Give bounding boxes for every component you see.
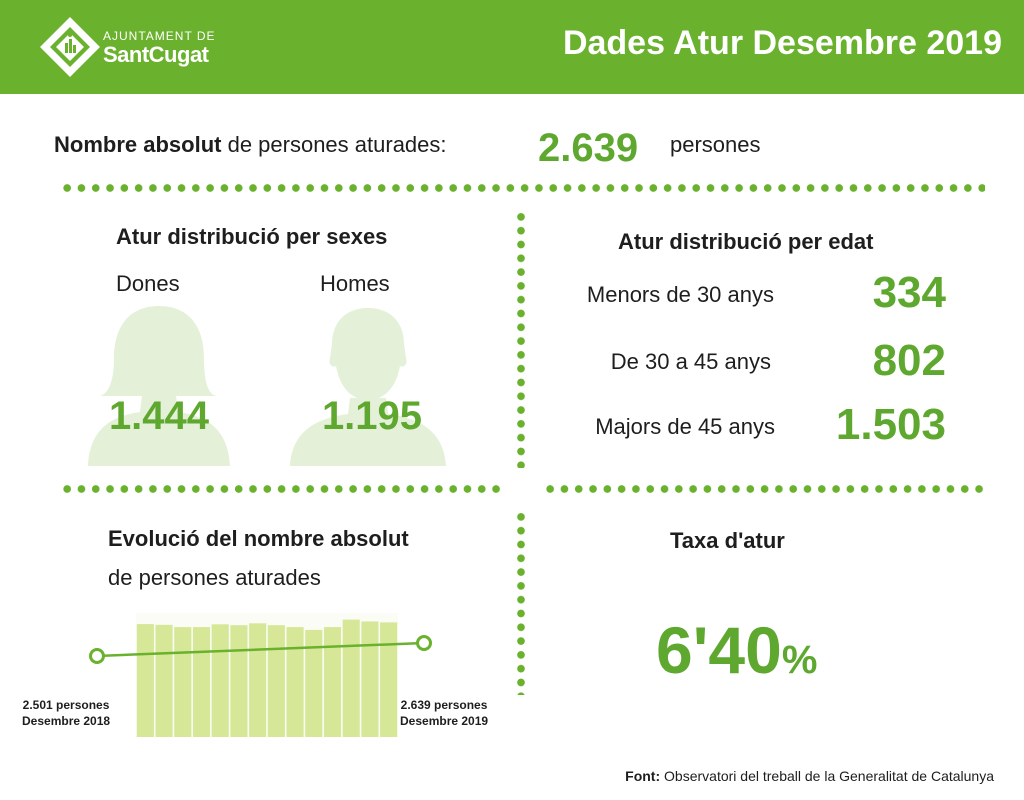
age-value-over45: 1.503 [835, 400, 946, 449]
chart-bar [211, 624, 229, 737]
divider-vertical-lower [516, 510, 526, 695]
sexes-title: Atur distribució per sexes [116, 224, 388, 249]
chart-end-date: Desembre 2019 [400, 714, 489, 728]
chart-bar [380, 622, 398, 737]
man-silhouette-icon [290, 308, 446, 466]
age-label-30to45: De 30 a 45 anys [610, 349, 771, 374]
chart-bar [305, 629, 323, 737]
chart-bar [230, 625, 248, 737]
age-value-30to45: 802 [872, 336, 946, 385]
chart-trend-line [96, 641, 425, 658]
chart-start-label: 2.501 persones Desembre 2018 [22, 697, 110, 729]
chart-bar [342, 619, 360, 737]
chart-start-point [89, 648, 105, 664]
age-label-under30: Menors de 30 anys [586, 282, 774, 307]
header-banner: AJUNTAMENT DE SantCugat Dades Atur Desem… [0, 0, 1024, 94]
logo-text-main: SantCugat [103, 42, 209, 67]
woman-silhouette-icon [88, 306, 230, 466]
age-value-under30: 334 [872, 268, 946, 317]
rate-title: Taxa d'atur [670, 528, 785, 553]
divider-top [60, 183, 985, 193]
chart-bar [361, 621, 379, 737]
page-title: Dades Atur Desembre 2019 [562, 24, 1002, 62]
age-label-over45: Majors de 45 anys [595, 414, 775, 439]
chart-bar [249, 623, 267, 737]
source-note: Font: Observatori del treball de la Gene… [625, 768, 994, 784]
rate-unit: % [781, 638, 818, 682]
absolute-label-rest: de persones aturades: [221, 132, 447, 157]
men-value: 1.195 [321, 394, 423, 438]
chart-bar [155, 624, 173, 737]
chart-bar [286, 627, 304, 737]
chart-start-value: 2.501 persones [22, 698, 110, 712]
chart-bar [267, 625, 285, 737]
absolute-label-bold: Nombre absolut [54, 132, 222, 157]
logo-text-top: AJUNTAMENT DE [103, 29, 216, 43]
rate-value: 6'40% [656, 612, 817, 688]
chart-end-point [416, 635, 432, 651]
chart-bar [174, 627, 192, 737]
divider-vertical-upper [516, 210, 526, 468]
chart-bar [136, 624, 154, 737]
divider-middle-right [543, 484, 985, 494]
source-label: Font: [625, 768, 661, 784]
absolute-unit: persones [670, 132, 761, 157]
chart-end-label: 2.639 persones Desembre 2019 [400, 697, 488, 729]
chart-start-date: Desembre 2018 [22, 714, 111, 728]
evolution-title: Evolució del nombre absolut [108, 526, 409, 551]
absolute-value: 2.639 [538, 126, 639, 170]
evolution-subtitle: de persones aturades [108, 565, 321, 590]
ages-title: Atur distribució per edat [618, 229, 874, 254]
divider-middle-left [60, 484, 504, 494]
chart-bar [192, 627, 211, 737]
evolution-chart [89, 613, 432, 737]
rate-number: 6'40 [656, 613, 782, 687]
chart-end-value: 2.639 persones [400, 698, 488, 712]
chart-bar [323, 627, 342, 737]
absolute-label: Nombre absolut de persones aturades: [54, 132, 447, 158]
santcugat-logo-icon [40, 17, 100, 77]
men-label: Homes [320, 271, 390, 296]
source-text: Observatori del treball de la Generalita… [660, 768, 994, 784]
women-value: 1.444 [108, 394, 210, 438]
women-label: Dones [116, 271, 180, 296]
